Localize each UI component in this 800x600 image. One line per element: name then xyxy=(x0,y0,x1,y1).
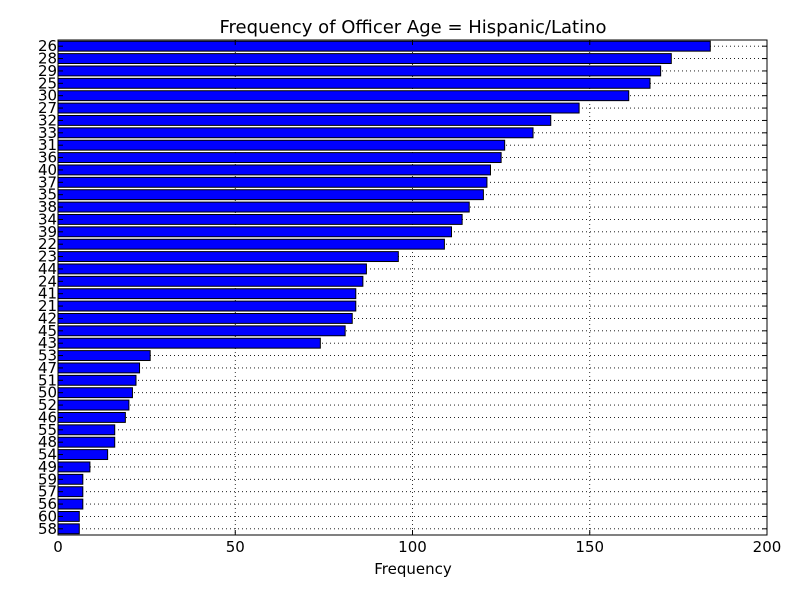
bar-age-22 xyxy=(57,238,445,250)
bar-age-40 xyxy=(57,164,491,176)
bar-age-23 xyxy=(57,251,399,263)
y-tick-label: 52 xyxy=(38,396,57,414)
bars xyxy=(57,40,711,535)
bar-age-32 xyxy=(57,114,552,126)
x-tick-label: 0 xyxy=(53,538,63,556)
y-tick-label: 59 xyxy=(38,470,57,488)
bar-age-46 xyxy=(57,411,126,423)
y-tick-label: 39 xyxy=(38,223,57,241)
bar-age-54 xyxy=(57,449,109,461)
bar-age-24 xyxy=(57,275,364,287)
bar-age-28 xyxy=(57,53,672,65)
x-tick-label: 150 xyxy=(575,538,604,556)
bar-age-30 xyxy=(57,90,630,102)
bar-age-39 xyxy=(57,226,452,238)
y-tick-label: 43 xyxy=(38,334,57,352)
y-tick-label: 44 xyxy=(38,260,57,278)
y-tick-label: 38 xyxy=(38,198,57,216)
y-tick-label: 60 xyxy=(38,507,57,525)
y-tick-label: 33 xyxy=(38,124,57,142)
bar-age-48 xyxy=(57,436,116,448)
y-tick-label: 49 xyxy=(38,458,57,476)
bar-age-43 xyxy=(57,337,321,349)
y-tick-label: 21 xyxy=(38,297,57,315)
bar-age-21 xyxy=(57,300,357,312)
y-tick-label: 22 xyxy=(38,235,57,253)
y-tick-label: 29 xyxy=(38,62,57,80)
chart-title: Frequency of Officer Age = Hispanic/Lati… xyxy=(219,17,606,38)
bar-age-33 xyxy=(57,127,534,139)
y-tick-label: 53 xyxy=(38,347,57,365)
y-tick-label: 28 xyxy=(38,50,57,68)
y-tick-label: 35 xyxy=(38,186,57,204)
bar-age-37 xyxy=(57,176,488,188)
y-tick-label: 45 xyxy=(38,322,57,340)
bar-age-51 xyxy=(57,374,137,386)
y-tick-label: 57 xyxy=(38,483,57,501)
x-tick-label: 100 xyxy=(398,538,427,556)
bar-age-27 xyxy=(57,102,580,114)
bar-age-26 xyxy=(57,40,711,52)
x-axis-ticks: 0 50 100 150 200 xyxy=(53,40,781,556)
y-tick-label: 30 xyxy=(38,87,57,105)
y-tick-label: 25 xyxy=(38,74,57,92)
y-tick-label: 23 xyxy=(38,248,57,266)
grid-lines xyxy=(57,40,768,535)
y-tick-label: 34 xyxy=(38,210,57,228)
x-tick-label: 200 xyxy=(753,538,782,556)
y-tick-label: 56 xyxy=(38,495,57,513)
y-tick-label: 37 xyxy=(38,173,57,191)
y-tick-label: 40 xyxy=(38,161,57,179)
bar-age-25 xyxy=(57,77,651,89)
bar-age-31 xyxy=(57,139,506,151)
bar-age-34 xyxy=(57,213,463,225)
y-tick-label: 55 xyxy=(38,421,57,439)
y-axis-ticks: 2628292530273233313640373538343922234424… xyxy=(38,37,767,538)
bar-age-35 xyxy=(57,189,484,201)
y-tick-label: 41 xyxy=(38,285,57,303)
y-tick-label: 24 xyxy=(38,272,57,290)
y-tick-label: 48 xyxy=(38,433,57,451)
y-tick-label: 26 xyxy=(38,37,57,55)
bar-age-42 xyxy=(57,312,353,324)
y-tick-label: 47 xyxy=(38,359,57,377)
bar-age-50 xyxy=(57,387,133,399)
y-tick-label: 58 xyxy=(38,520,57,538)
y-tick-label: 36 xyxy=(38,149,57,167)
bar-age-44 xyxy=(57,263,367,275)
y-tick-label: 32 xyxy=(38,111,57,129)
y-tick-label: 54 xyxy=(38,446,57,464)
x-axis-label: Frequency xyxy=(374,560,452,578)
bar-age-38 xyxy=(57,201,470,213)
y-tick-label: 27 xyxy=(38,99,57,117)
y-tick-label: 42 xyxy=(38,309,57,327)
bar-age-45 xyxy=(57,325,346,337)
y-tick-label: 51 xyxy=(38,371,57,389)
bar-age-41 xyxy=(57,288,357,300)
bar-age-29 xyxy=(57,65,662,77)
bar-age-53 xyxy=(57,350,151,362)
y-tick-label: 50 xyxy=(38,384,57,402)
y-tick-label: 46 xyxy=(38,408,57,426)
bar-age-47 xyxy=(57,362,141,374)
bar-age-36 xyxy=(57,152,502,164)
x-tick-label: 50 xyxy=(226,538,245,556)
bar-age-55 xyxy=(57,424,116,436)
y-tick-label: 31 xyxy=(38,136,57,154)
bar-age-52 xyxy=(57,399,130,411)
